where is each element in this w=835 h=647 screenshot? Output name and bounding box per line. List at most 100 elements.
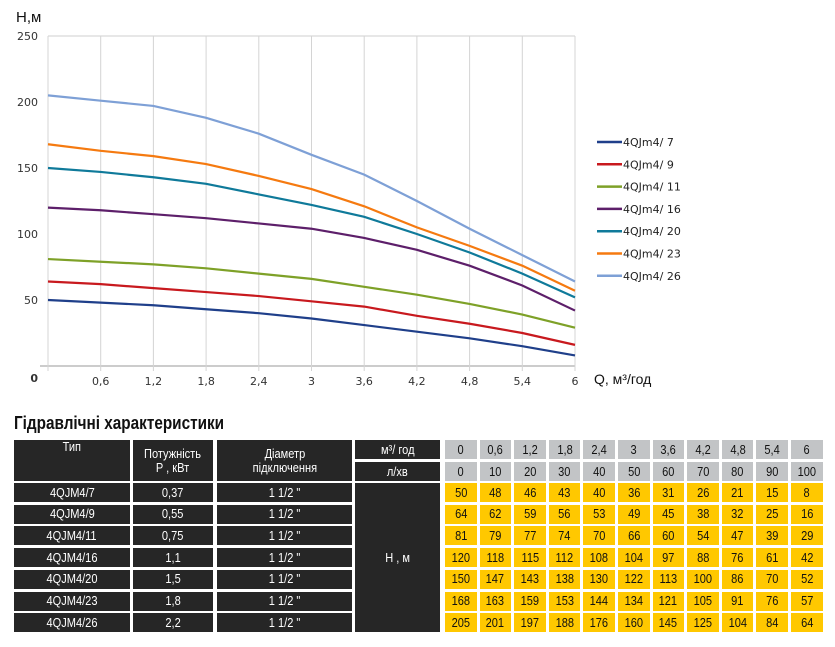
row-type: 4QJM4/11 xyxy=(14,526,130,546)
flow-l-value: 30 xyxy=(548,462,581,481)
x-tick-label: 5,4 xyxy=(514,375,532,388)
head-value: 76 xyxy=(756,591,788,611)
flow-m3-value-text: 3 xyxy=(630,441,637,457)
head-value: 205 xyxy=(445,613,477,633)
head-value-text: 76 xyxy=(731,549,744,565)
head-value-text: 88 xyxy=(696,549,710,565)
head-value: 188 xyxy=(548,613,581,633)
head-value: 163 xyxy=(479,591,512,611)
head-value: 153 xyxy=(548,591,581,611)
head-value-text: 112 xyxy=(555,549,574,565)
head-value: 125 xyxy=(687,613,719,633)
head-value-text: 66 xyxy=(627,528,640,544)
head-value: 59 xyxy=(514,504,546,524)
row-type: 4QJM4/26 xyxy=(14,613,130,633)
flow-m3-value: 0,6 xyxy=(479,440,512,459)
header-diameter: Діаметр підключення xyxy=(217,440,352,481)
flow-m3-value-text: 0,6 xyxy=(487,441,504,457)
header-flow-l-text: л/хв xyxy=(387,463,408,479)
head-value: 46 xyxy=(514,483,546,502)
head-value: 36 xyxy=(618,483,650,502)
head-value-text: 97 xyxy=(662,549,675,565)
head-value: 66 xyxy=(618,526,650,546)
row-type-text: 4QJM4/16 xyxy=(46,549,98,565)
row-diameter-text: 1 1/2 " xyxy=(268,571,301,587)
row-power: 0,75 xyxy=(133,526,213,546)
head-value: 104 xyxy=(618,548,650,568)
head-value-text: 64 xyxy=(800,614,813,630)
row-diameter-text: 1 1/2 " xyxy=(268,614,301,630)
flow-m3-value: 1,2 xyxy=(514,440,546,459)
flow-l-value: 20 xyxy=(514,462,546,481)
head-value-text: 143 xyxy=(520,571,540,587)
x-tick-label: 4,8 xyxy=(461,375,479,388)
head-value-text: 15 xyxy=(765,484,779,500)
header-power: Потужність P , кВт xyxy=(133,440,213,481)
head-value: 76 xyxy=(721,548,754,568)
head-value-text: 46 xyxy=(523,484,537,500)
legend-label: 4QJm4/ 7 xyxy=(623,136,674,149)
row-diameter-text: 1 1/2 " xyxy=(268,484,301,500)
row-diameter: 1 1/2 " xyxy=(217,569,352,589)
head-value: 100 xyxy=(687,569,719,589)
head-value-text: 39 xyxy=(765,528,779,544)
head-value-text: 70 xyxy=(592,528,606,544)
head-value: 52 xyxy=(791,569,823,589)
head-value-text: 144 xyxy=(589,593,609,609)
head-value-text: 42 xyxy=(800,549,813,565)
head-value: 38 xyxy=(687,504,719,524)
row-power: 2,2 xyxy=(133,613,213,633)
row-diameter: 1 1/2 " xyxy=(217,613,352,633)
x-tick-label: 3 xyxy=(308,375,315,388)
pump-curve-chart: H,м Q, м³/год 0,6 1,2 1,8 2,4 3 3,6 4,2 4,8 5,4 6… xyxy=(16,9,681,388)
header-flow-m3: м³/ год xyxy=(355,440,440,459)
head-value: 121 xyxy=(652,591,685,611)
head-value-text: 31 xyxy=(662,484,675,500)
x-tick-label: 1,2 xyxy=(145,375,163,388)
x-tick-label: 2,4 xyxy=(250,375,268,388)
flow-l-value: 80 xyxy=(721,462,754,481)
header-head: H , м xyxy=(355,483,440,632)
flow-l-value-text: 10 xyxy=(489,463,502,479)
row-type-text: 4QJM4/11 xyxy=(46,528,98,544)
row-diameter: 1 1/2 " xyxy=(217,591,352,611)
head-value: 86 xyxy=(721,569,754,589)
head-value-text: 81 xyxy=(454,528,467,544)
head-value: 145 xyxy=(652,613,685,633)
flow-m3-value-text: 2,4 xyxy=(591,441,607,457)
head-value-text: 79 xyxy=(489,528,502,544)
flow-l-value-text: 100 xyxy=(797,463,816,479)
row-type-text: 4QJM4/26 xyxy=(46,614,98,630)
head-value: 159 xyxy=(514,591,546,611)
head-value: 143 xyxy=(514,569,546,589)
head-value: 60 xyxy=(652,526,685,546)
flow-l-value-text: 20 xyxy=(523,463,537,479)
row-diameter-text: 1 1/2 " xyxy=(268,506,301,522)
head-value-text: 145 xyxy=(659,614,678,630)
head-value-text: 61 xyxy=(765,549,779,565)
head-value: 31 xyxy=(652,483,685,502)
head-value: 84 xyxy=(756,613,788,633)
row-diameter-text: 1 1/2 " xyxy=(268,528,301,544)
head-value-text: 48 xyxy=(489,484,502,500)
head-value-text: 138 xyxy=(555,571,574,587)
head-value: 40 xyxy=(583,483,615,502)
flow-m3-value-text: 5,4 xyxy=(764,441,780,457)
legend-label: 4QJm4/ 16 xyxy=(623,203,681,216)
head-value-text: 125 xyxy=(693,614,713,630)
head-value: 81 xyxy=(445,526,477,546)
flow-l-value: 60 xyxy=(652,462,685,481)
flow-m3-value: 6 xyxy=(791,440,823,459)
flow-l-value-text: 30 xyxy=(558,463,571,479)
header-power-text: Потужність P , кВт xyxy=(144,445,202,475)
flow-m3-value-text: 1,2 xyxy=(522,441,538,457)
row-power: 1,5 xyxy=(133,569,213,589)
row-power-text: 1,1 xyxy=(165,549,181,565)
head-value-text: 176 xyxy=(589,614,609,630)
head-value-text: 54 xyxy=(696,528,710,544)
head-value: 134 xyxy=(618,591,650,611)
legend-label: 4QJm4/ 26 xyxy=(623,270,681,283)
head-value-text: 120 xyxy=(451,549,470,565)
head-value-text: 84 xyxy=(765,614,779,630)
flow-l-value-text: 40 xyxy=(592,463,606,479)
